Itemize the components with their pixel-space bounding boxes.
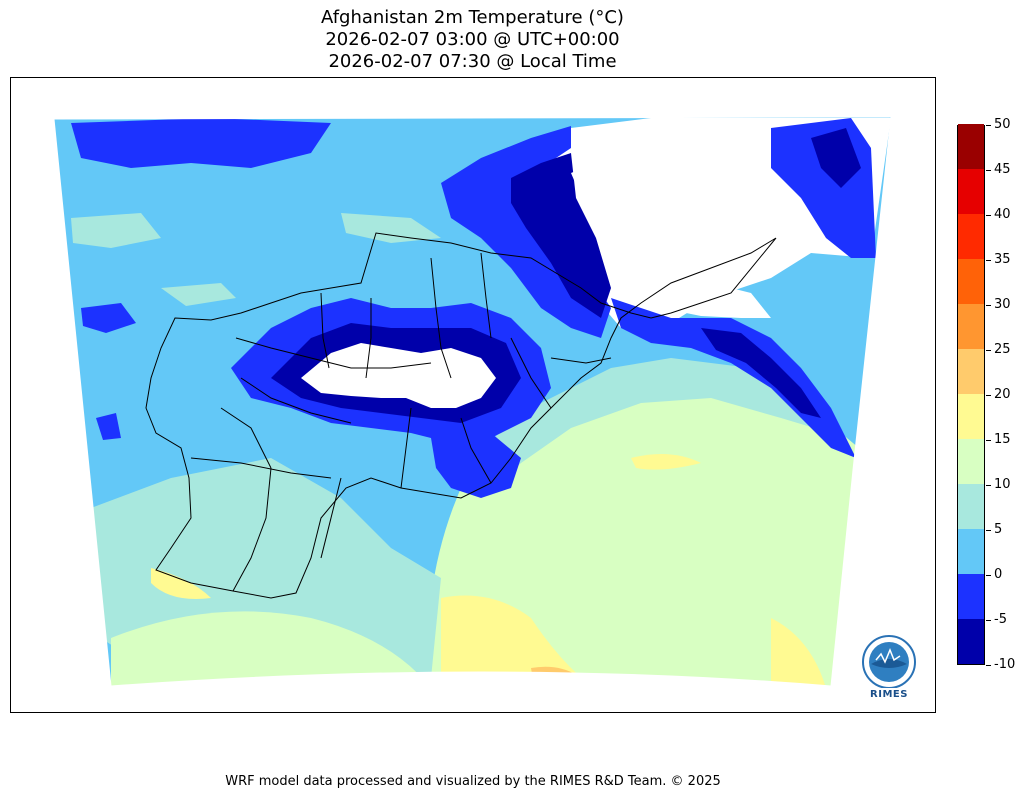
colorbar-segment (958, 529, 984, 574)
temp-band-minus5-0-south-lobe (431, 433, 521, 498)
province-line (232, 467, 272, 592)
colorbar-tick-label: 45 (994, 162, 1011, 177)
temperature-map (53, 116, 892, 687)
colorbar-segment (958, 484, 984, 529)
temp-band-minus5-0-northwest (71, 118, 331, 168)
colorbar-tick-label: 10 (994, 477, 1011, 492)
colorbar-tick (986, 485, 991, 486)
logo-text: RIMES (870, 689, 908, 700)
temp-band-below-minus10-central (301, 343, 496, 408)
colorbar-tick-label: 15 (994, 432, 1011, 447)
colorbar-tick-label: -5 (994, 612, 1007, 627)
province-line (320, 292, 330, 369)
colorbar-segment (958, 214, 984, 259)
temp-band-minus10-minus5-east-ridge (701, 328, 821, 418)
temp-band-5-10-east (481, 358, 831, 498)
colorbar-segment (958, 124, 984, 169)
colorbar-tick (986, 665, 991, 666)
colorbar-segment (958, 304, 984, 349)
province-boundaries (145, 232, 777, 599)
temp-band-15-20-southeast (771, 618, 826, 686)
province-line (240, 377, 352, 424)
colorbar-tick-label: 20 (994, 387, 1011, 402)
province-line (235, 337, 432, 369)
colorbar-segment (958, 394, 984, 439)
province-line (365, 298, 372, 379)
colorbar-tick (986, 170, 991, 171)
colorbar-segment (958, 574, 984, 619)
colorbar-tick (986, 125, 991, 126)
colorbar-tick-label: 25 (994, 342, 1011, 357)
colorbar-segment (958, 169, 984, 214)
colorbar-tick (986, 215, 991, 216)
province-line (220, 407, 272, 469)
rimes-globe-icon (862, 635, 916, 689)
model-domain-edge (53, 116, 892, 687)
map-panel (10, 77, 936, 713)
temp-band-5-10-patch-2 (341, 213, 441, 243)
temp-band-minus5-0-west-spot (81, 303, 136, 333)
colorbar-tick (986, 350, 991, 351)
rimes-logo: RIMES (856, 632, 922, 700)
temp-band-15-20-west (151, 568, 211, 599)
province-line (510, 337, 552, 409)
temp-band-below-minus10-east-ridge (661, 283, 771, 318)
afghanistan-border (145, 232, 777, 599)
province-line (190, 457, 332, 479)
colorbar-tick (986, 530, 991, 531)
colorbar-segment (958, 349, 984, 394)
colorbar-tick-label: 0 (994, 567, 1003, 582)
colorbar-tick (986, 395, 991, 396)
map-title: Afghanistan 2m Temperature (°C) 2026-02-… (10, 7, 935, 73)
title-utc-time: 2026-02-07 03:00 @ UTC+00:00 (325, 29, 620, 50)
colorbar-tick-label: 5 (994, 522, 1003, 537)
colorbar-segment (958, 259, 984, 304)
province-line (550, 357, 612, 364)
temp-band-5-10-patch (71, 213, 161, 248)
province-line (400, 407, 412, 489)
temp-band-minus10-minus5-northeast (811, 128, 861, 188)
colorbar-tick (986, 260, 991, 261)
colorbar-segment (958, 619, 984, 664)
colorbar-segment (958, 439, 984, 484)
province-line (430, 257, 452, 379)
temperature-colorbar (957, 124, 985, 665)
colorbar-tick (986, 575, 991, 576)
colorbar-tick-label: 40 (994, 207, 1011, 222)
temp-band-minus10-minus5-north (511, 153, 611, 318)
title-local-time: 2026-02-07 07:30 @ Local Time (328, 51, 617, 72)
province-line (480, 252, 492, 339)
temp-band-5-10-patch-3 (161, 283, 236, 306)
colorbar-tick-label: 35 (994, 252, 1011, 267)
temp-band-15-20-east (631, 454, 701, 470)
province-line (460, 417, 492, 484)
colorbar-tick (986, 620, 991, 621)
colorbar-tick-label: -10 (994, 657, 1016, 672)
colorbar-tick-label: 30 (994, 297, 1011, 312)
province-line (320, 477, 342, 559)
colorbar-tick-label: 50 (994, 117, 1011, 132)
footer-credit: WRF model data processed and visualized … (225, 774, 721, 789)
colorbar-tick (986, 440, 991, 441)
temp-band-minus5-0-east-ridge (611, 298, 856, 458)
colorbar-tick (986, 305, 991, 306)
title-variable: Afghanistan 2m Temperature (°C) (321, 7, 624, 28)
temp-band-minus5-0-west-spot-2 (96, 413, 121, 440)
